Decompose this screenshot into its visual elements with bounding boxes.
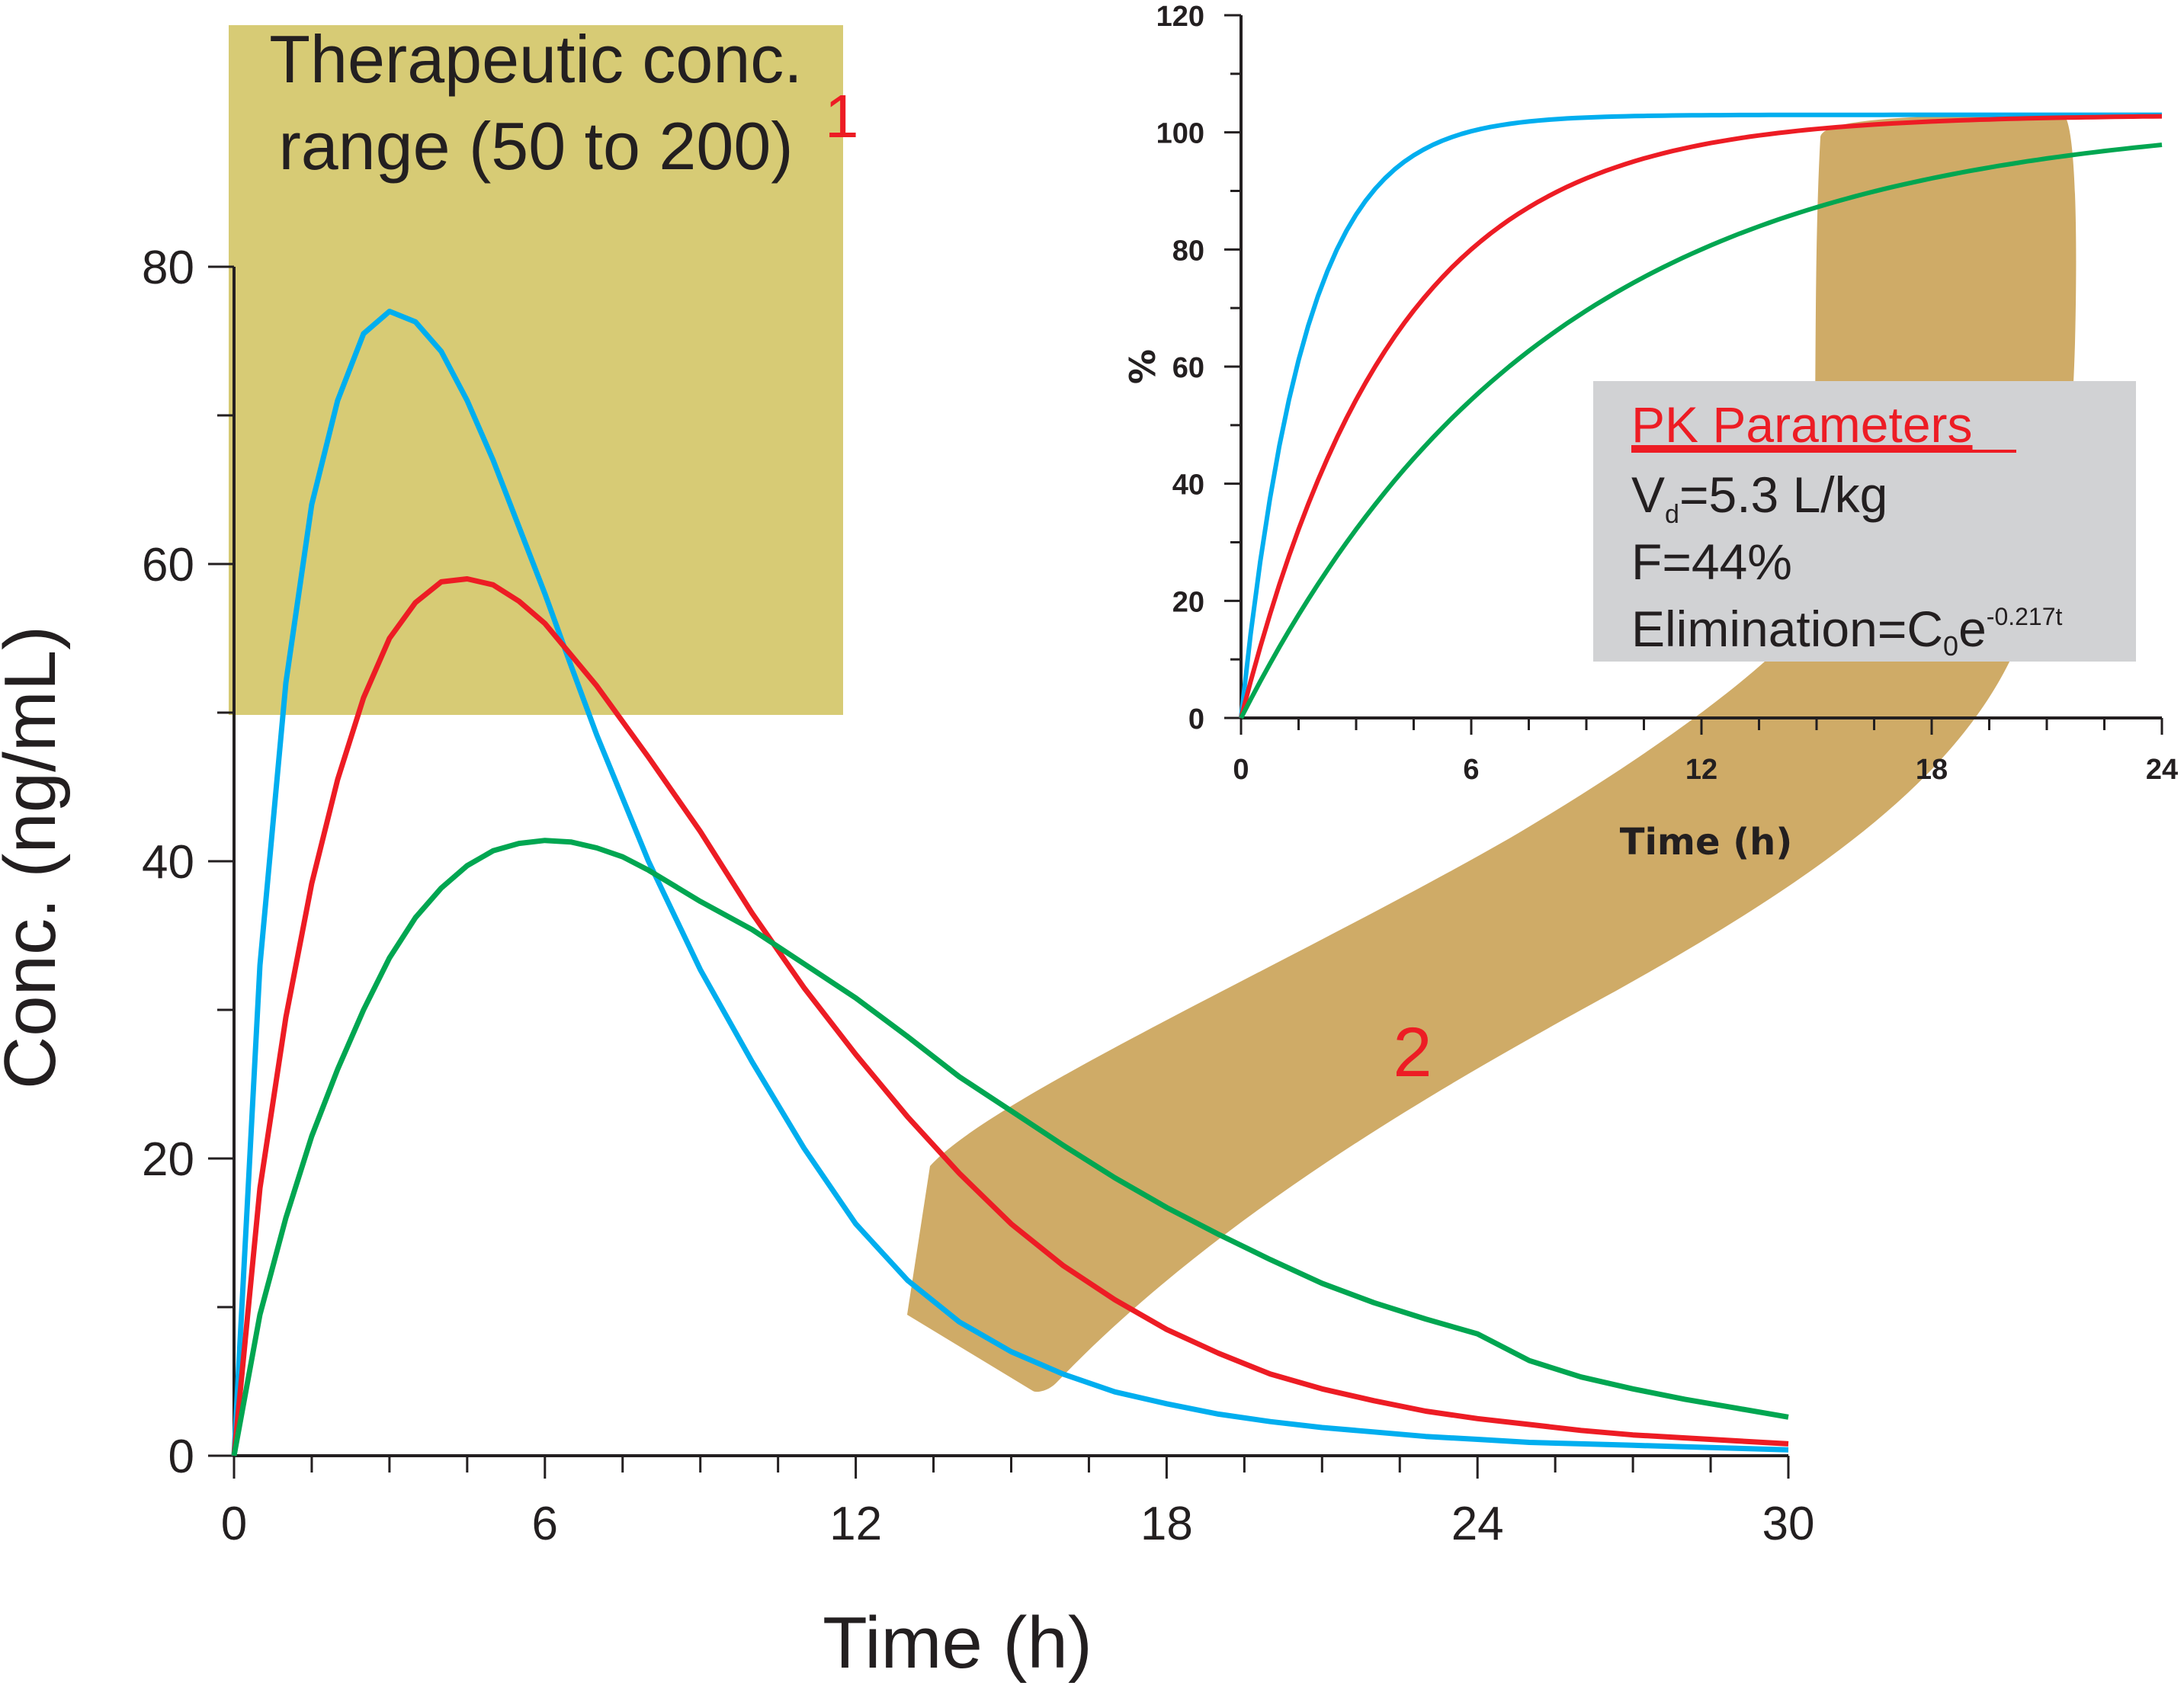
main-x-tick-label: 18: [1140, 1498, 1193, 1550]
inset-y-tick-label: 40: [1172, 469, 1204, 502]
inset-series: [1239, 112, 2163, 719]
main-x-tick-label: 12: [829, 1498, 882, 1550]
main-series: [231, 309, 1789, 1456]
main-x-tick-label: 30: [1762, 1498, 1815, 1550]
main-y-tick-label: 0: [168, 1431, 194, 1483]
pk-parameters-box: [1593, 381, 2136, 662]
main-series-blue: [231, 309, 1789, 1456]
inset-x-axis-label: Time (h): [1620, 821, 1793, 864]
main-x-axis-label: Time (h): [823, 1602, 1092, 1684]
inset-x-tick-label: 18: [1916, 754, 1948, 786]
main-x-tick-label: 6: [532, 1498, 558, 1550]
therapeutic-range-label-line1: Therapeutic conc.: [269, 21, 803, 97]
therapeutic-range-band: [229, 25, 843, 715]
annotation-2-label: 2: [1393, 1014, 1432, 1091]
inset-y-axis-label: %: [1121, 349, 1162, 384]
main-x-tick-label: 24: [1451, 1498, 1504, 1550]
main-series-green: [231, 838, 1789, 1456]
inset-y-tick-label: 100: [1156, 118, 1204, 150]
therapeutic-marker-1: 1: [825, 82, 859, 150]
main-y-tick-label: 60: [142, 539, 194, 591]
inset-x-tick-label: 6: [1463, 754, 1479, 786]
therapeutic-range-label-line2: range (50 to 200): [278, 108, 793, 184]
main-x-tick-label: 0: [221, 1498, 247, 1550]
inset-y-tick-label: 0: [1188, 703, 1204, 735]
main-y-tick-label: 20: [142, 1133, 194, 1186]
inset-series-green: [1239, 143, 2163, 719]
pk-f-line: F=44%: [1631, 534, 1792, 590]
main-y-tick-label: 80: [142, 242, 194, 294]
pk-title: PK Parameters: [1631, 396, 1973, 453]
inset-y-tick-label: 60: [1172, 352, 1204, 384]
inset-x-tick-label: 24: [2146, 754, 2178, 786]
pk-elimination-line: Elimination=C0e-0.217t: [1631, 601, 2063, 662]
pk-vd-line: Vd=5.3 L/kg: [1631, 466, 1887, 529]
inset-series-red: [1239, 114, 2163, 719]
main-y-axis-label: Conc. (ng/mL): [0, 626, 71, 1089]
inset-y-tick-label: 80: [1172, 235, 1204, 267]
main-y-tick-label: 40: [142, 836, 194, 889]
main-series-red: [231, 576, 1789, 1456]
inset-y-tick-label: 120: [1156, 1, 1204, 33]
curved-arrow-2: [907, 114, 2077, 1392]
inset-series-blue: [1239, 112, 2162, 719]
inset-x-tick-label: 0: [1233, 754, 1249, 786]
inset-axes: 0 6 12 18 24 0 20 40 60 80 100 120: [1156, 1, 2179, 786]
inset-x-tick-label: 12: [1685, 754, 1717, 786]
inset-y-tick-label: 20: [1172, 586, 1204, 618]
